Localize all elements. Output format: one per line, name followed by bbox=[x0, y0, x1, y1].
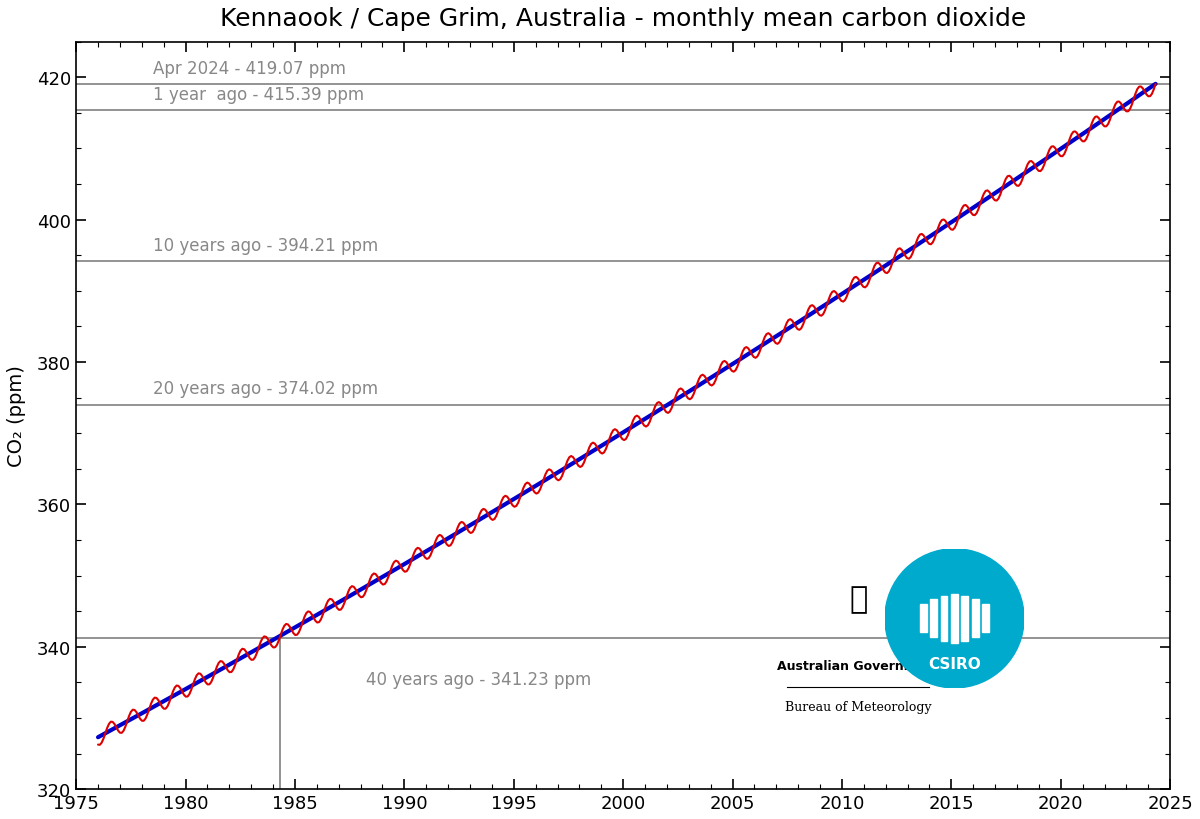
Text: 1 year  ago - 415.39 ppm: 1 year ago - 415.39 ppm bbox=[152, 86, 364, 104]
Bar bbox=[930, 600, 937, 638]
Text: 40 years ago - 341.23 ppm: 40 years ago - 341.23 ppm bbox=[366, 670, 592, 688]
Bar bbox=[961, 596, 968, 641]
Bar bbox=[983, 604, 989, 632]
Bar bbox=[972, 600, 979, 638]
Text: 10 years ago - 394.21 ppm: 10 years ago - 394.21 ppm bbox=[152, 237, 378, 255]
Text: Australian Government: Australian Government bbox=[776, 659, 940, 672]
Bar bbox=[919, 604, 926, 632]
Bar bbox=[950, 595, 958, 643]
Text: 🦘: 🦘 bbox=[850, 584, 868, 613]
Bar bbox=[941, 596, 948, 641]
Text: Apr 2024 - 419.07 ppm: Apr 2024 - 419.07 ppm bbox=[152, 60, 346, 78]
Text: 20 years ago - 374.02 ppm: 20 years ago - 374.02 ppm bbox=[152, 380, 378, 398]
Title: Kennaook / Cape Grim, Australia - monthly mean carbon dioxide: Kennaook / Cape Grim, Australia - monthl… bbox=[220, 7, 1026, 31]
Y-axis label: CO₂ (ppm): CO₂ (ppm) bbox=[7, 365, 26, 467]
Text: Bureau of Meteorology: Bureau of Meteorology bbox=[785, 700, 931, 713]
Text: CSIRO: CSIRO bbox=[928, 656, 980, 672]
Circle shape bbox=[884, 549, 1024, 688]
